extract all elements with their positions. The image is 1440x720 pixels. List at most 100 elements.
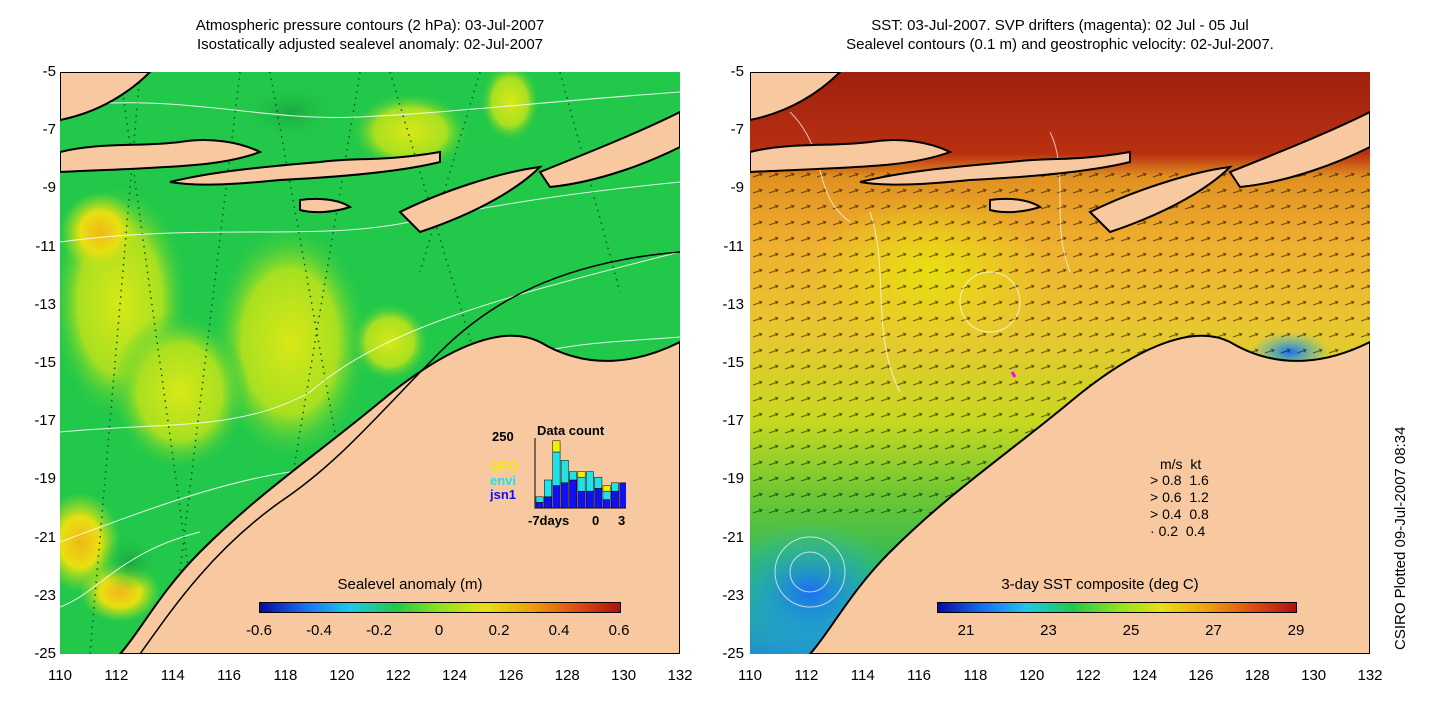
speed-kt: 0.4	[1185, 523, 1206, 539]
legend-envi: envi	[490, 473, 517, 488]
longitude-tick-label: 122	[385, 667, 411, 684]
latitude-tick-label: -7	[42, 121, 56, 139]
right-title-line2: Sealevel contours (0.1 m) and geostrophi…	[846, 36, 1274, 53]
right-colorbar-tick: 21	[957, 622, 975, 639]
longitude-tick-label: 112	[794, 667, 819, 684]
data-count-xtick-start: -7days	[528, 513, 570, 528]
anomaly-blob	[60, 192, 140, 272]
land-flores	[169, 150, 441, 186]
speed-legend-row: · 0.2 0.4	[1150, 523, 1206, 539]
data-count-bar-envi	[602, 490, 611, 500]
speed-legend-row: > 0.4 0.8	[1150, 506, 1209, 522]
data-count-bar-jsn1	[602, 499, 611, 509]
legend-gfo: GFO	[490, 459, 519, 474]
land-islands	[1228, 110, 1370, 189]
longitude-tick-label: 116	[907, 667, 932, 684]
longitude-tick-label: 114	[850, 667, 875, 684]
data-count-bar-envi	[552, 451, 561, 486]
land-sumbawa	[750, 139, 953, 174]
speed-unit-kt: kt	[1190, 456, 1202, 472]
right-title-line1: SST: 03-Jul-2007. SVP drifters (magenta)…	[871, 17, 1249, 34]
left-title-line1: Atmospheric pressure contours (2 hPa): 0…	[195, 17, 545, 34]
left-title-line2: Isostatically adjusted sealevel anomaly:…	[196, 36, 544, 53]
longitude-tick-label: 112	[104, 667, 129, 684]
longitude-tick-label: 118	[273, 667, 298, 684]
latitude-tick-label: -23	[34, 586, 56, 604]
land-timor	[398, 165, 543, 234]
longitude-tick-label: 110	[738, 667, 762, 684]
data-count-bar-jsn1	[544, 496, 552, 509]
speed-kt: 1.6	[1189, 472, 1209, 488]
speed-unit-ms: m/s	[1160, 456, 1183, 472]
land-timor	[1088, 165, 1233, 234]
data-count-bar-gfo	[602, 485, 611, 492]
longitude-tick-label: 120	[329, 667, 355, 684]
left-colorbar-tick: 0.4	[548, 622, 570, 639]
latitude-tick-label: -13	[722, 295, 744, 313]
data-count-bar-jsn1	[585, 490, 594, 509]
sealevel-anomaly-map: Data count 250 GFO envi jsn1 -7days 0 3	[60, 72, 680, 654]
data-count-bar-jsn1	[611, 490, 619, 509]
data-count-xtick-end: 3	[618, 513, 626, 528]
latitude-tick-label: -9	[730, 179, 744, 197]
anomaly-blob	[480, 72, 540, 142]
anomaly-blob	[100, 532, 160, 592]
longitude-tick-label: 130	[611, 667, 637, 684]
longitude-tick-label: 116	[217, 667, 242, 684]
data-count-title: Data count	[537, 423, 605, 438]
left-colorbar-tick: -0.2	[366, 622, 392, 639]
longitude-tick-label: 132	[1357, 667, 1383, 684]
right-colorbar-label: 3-day SST composite (deg C)	[1001, 576, 1199, 593]
speed-ms: 0.4	[1162, 506, 1182, 522]
sealevel-map-svg	[60, 72, 680, 654]
data-count-xtick-zero: 0	[592, 513, 600, 528]
latitude-tick-label: -15	[34, 354, 56, 371]
longitude-tick-label: 128	[554, 667, 580, 684]
plot-credit: CSIRO Plotted 09-Jul-2007 08:34	[1392, 426, 1409, 650]
legend-jsn1: jsn1	[490, 487, 517, 502]
data-count-bar-envi	[611, 482, 619, 492]
right-colorbar	[937, 602, 1297, 613]
data-count-bar-envi	[569, 471, 578, 481]
latitude-tick-label: -11	[723, 237, 744, 255]
land-java	[60, 72, 152, 122]
land-sumba	[299, 197, 353, 214]
right-colorbar-tick: 29	[1287, 622, 1305, 639]
longitude-tick-label: 118	[963, 667, 988, 684]
right-colorbar-tick: 23	[1040, 622, 1057, 639]
left-colorbar-label: Sealevel anomaly (m)	[337, 576, 483, 593]
latitude-tick-label: -11	[35, 237, 56, 255]
speed-kt: 0.8	[1189, 506, 1209, 522]
latitude-tick-label: -19	[722, 470, 744, 488]
land-australia	[118, 334, 680, 654]
latitude-tick-label: -19	[34, 470, 56, 488]
speed-kt: 1.2	[1189, 489, 1209, 505]
speed-ms: 0.8	[1162, 472, 1182, 488]
speed-legend-row: > 0.6 1.2	[1150, 489, 1209, 505]
land-flores	[859, 150, 1131, 186]
speed-ms: 0.6	[1162, 489, 1182, 505]
land-sumbawa	[60, 139, 263, 174]
longitude-tick-label: 132	[667, 667, 693, 684]
land-sumba	[989, 197, 1043, 214]
speed-ms: 0.2	[1158, 523, 1179, 539]
latitude-tick-label: -17	[722, 412, 744, 430]
left-colorbar-tick: 0	[434, 622, 444, 639]
data-count-ymax: 250	[492, 429, 514, 444]
data-count-bar-envi	[535, 496, 544, 503]
data-count-bar-gfo	[577, 471, 586, 478]
land-java	[750, 72, 842, 122]
data-count-bar-jsn1	[594, 488, 603, 509]
longitude-tick-label: 110	[48, 667, 72, 684]
longitude-tick-label: 128	[1244, 667, 1270, 684]
right-colorbar-tick: 27	[1205, 622, 1222, 639]
left-colorbar-tick: 0.6	[608, 622, 630, 639]
speed-legend-row: > 0.8 1.6	[1150, 472, 1209, 488]
data-count-chart	[534, 438, 626, 509]
data-count-bar-jsn1	[577, 490, 586, 509]
data-count-bar-jsn1	[535, 502, 544, 509]
anomaly-blob	[110, 312, 250, 472]
anomaly-blob	[240, 82, 340, 142]
data-count-bar-gfo	[552, 440, 561, 453]
latitude-tick-label: -17	[34, 412, 56, 430]
